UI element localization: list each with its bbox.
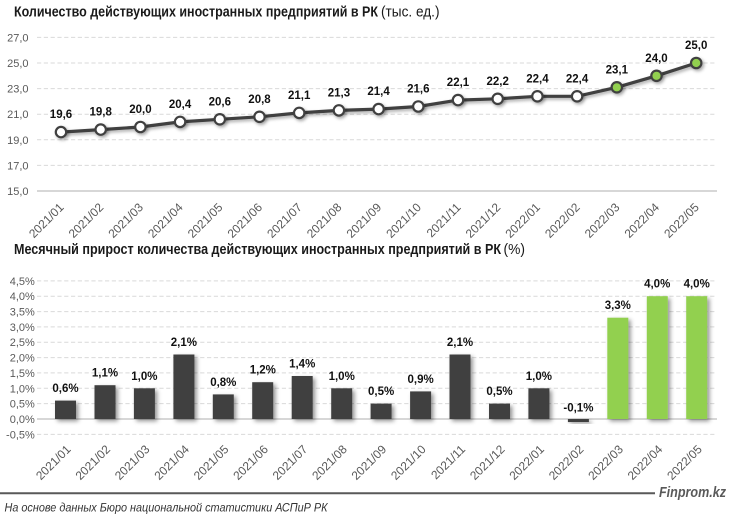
svg-text:20,8: 20,8 bbox=[248, 94, 271, 106]
svg-text:15,0: 15,0 bbox=[7, 186, 28, 198]
svg-text:20,4: 20,4 bbox=[169, 99, 192, 111]
svg-text:21,0: 21,0 bbox=[7, 109, 28, 121]
svg-text:21,4: 21,4 bbox=[367, 86, 390, 98]
svg-text:19,0: 19,0 bbox=[7, 135, 28, 147]
svg-text:(%): (%) bbox=[504, 242, 526, 258]
svg-text:-0,5%: -0,5% bbox=[6, 429, 35, 441]
svg-text:0,6%: 0,6% bbox=[52, 383, 78, 395]
svg-text:3,0%: 3,0% bbox=[10, 322, 35, 334]
svg-text:(тыс. ед.): (тыс. ед.) bbox=[381, 5, 440, 21]
svg-text:22,4: 22,4 bbox=[526, 73, 549, 85]
svg-text:22,4: 22,4 bbox=[566, 73, 589, 85]
svg-text:1,0%: 1,0% bbox=[329, 371, 355, 383]
svg-text:0,5%: 0,5% bbox=[10, 399, 35, 411]
svg-text:25,0: 25,0 bbox=[7, 58, 28, 70]
svg-text:19,8: 19,8 bbox=[90, 107, 113, 119]
svg-text:3,5%: 3,5% bbox=[10, 307, 35, 319]
svg-text:27,0: 27,0 bbox=[7, 32, 28, 44]
svg-text:3,3%: 3,3% bbox=[605, 300, 631, 312]
svg-text:21,1: 21,1 bbox=[288, 90, 311, 102]
svg-text:22,1: 22,1 bbox=[447, 77, 470, 89]
svg-text:1,4%: 1,4% bbox=[289, 359, 315, 371]
svg-text:23,0: 23,0 bbox=[7, 84, 28, 96]
svg-text:21,3: 21,3 bbox=[328, 87, 350, 99]
svg-text:2,1%: 2,1% bbox=[447, 337, 473, 349]
svg-text:0,5%: 0,5% bbox=[486, 386, 512, 398]
svg-text:1,2%: 1,2% bbox=[250, 365, 276, 377]
svg-text:2,5%: 2,5% bbox=[10, 337, 35, 349]
svg-text:20,0: 20,0 bbox=[129, 104, 151, 116]
svg-text:Месячный прирост количества де: Месячный прирост количества действующих … bbox=[14, 242, 501, 258]
svg-text:0,0%: 0,0% bbox=[10, 414, 35, 426]
svg-text:0,8%: 0,8% bbox=[210, 377, 236, 389]
svg-text:24,0: 24,0 bbox=[645, 53, 667, 65]
svg-text:2,1%: 2,1% bbox=[171, 337, 197, 349]
svg-text:25,0: 25,0 bbox=[685, 40, 707, 52]
svg-text:4,0%: 4,0% bbox=[644, 279, 670, 291]
svg-text:21,6: 21,6 bbox=[407, 84, 429, 96]
svg-text:1,0%: 1,0% bbox=[10, 383, 35, 395]
svg-text:0,5%: 0,5% bbox=[368, 386, 394, 398]
svg-text:4,5%: 4,5% bbox=[10, 276, 35, 288]
svg-text:17,0: 17,0 bbox=[7, 160, 28, 172]
svg-text:0,9%: 0,9% bbox=[407, 374, 433, 386]
svg-text:-0,1%: -0,1% bbox=[563, 403, 593, 415]
svg-text:4,0%: 4,0% bbox=[10, 291, 35, 303]
svg-text:2,0%: 2,0% bbox=[10, 353, 35, 365]
svg-text:1,0%: 1,0% bbox=[526, 371, 552, 383]
svg-text:19,6: 19,6 bbox=[50, 109, 72, 121]
svg-text:1,5%: 1,5% bbox=[10, 368, 35, 380]
svg-text:Количество действующих иностра: Количество действующих иностранных предп… bbox=[14, 5, 378, 21]
svg-text:20,6: 20,6 bbox=[209, 96, 231, 108]
svg-text:1,1%: 1,1% bbox=[92, 368, 118, 380]
svg-text:На основе данных Бюро национал: На основе данных Бюро национальной стати… bbox=[5, 503, 329, 515]
svg-text:Finprom.kz: Finprom.kz bbox=[659, 484, 726, 501]
svg-text:22,2: 22,2 bbox=[487, 76, 509, 88]
svg-text:4,0%: 4,0% bbox=[684, 279, 710, 291]
svg-text:23,1: 23,1 bbox=[606, 64, 629, 76]
svg-text:1,0%: 1,0% bbox=[131, 371, 157, 383]
